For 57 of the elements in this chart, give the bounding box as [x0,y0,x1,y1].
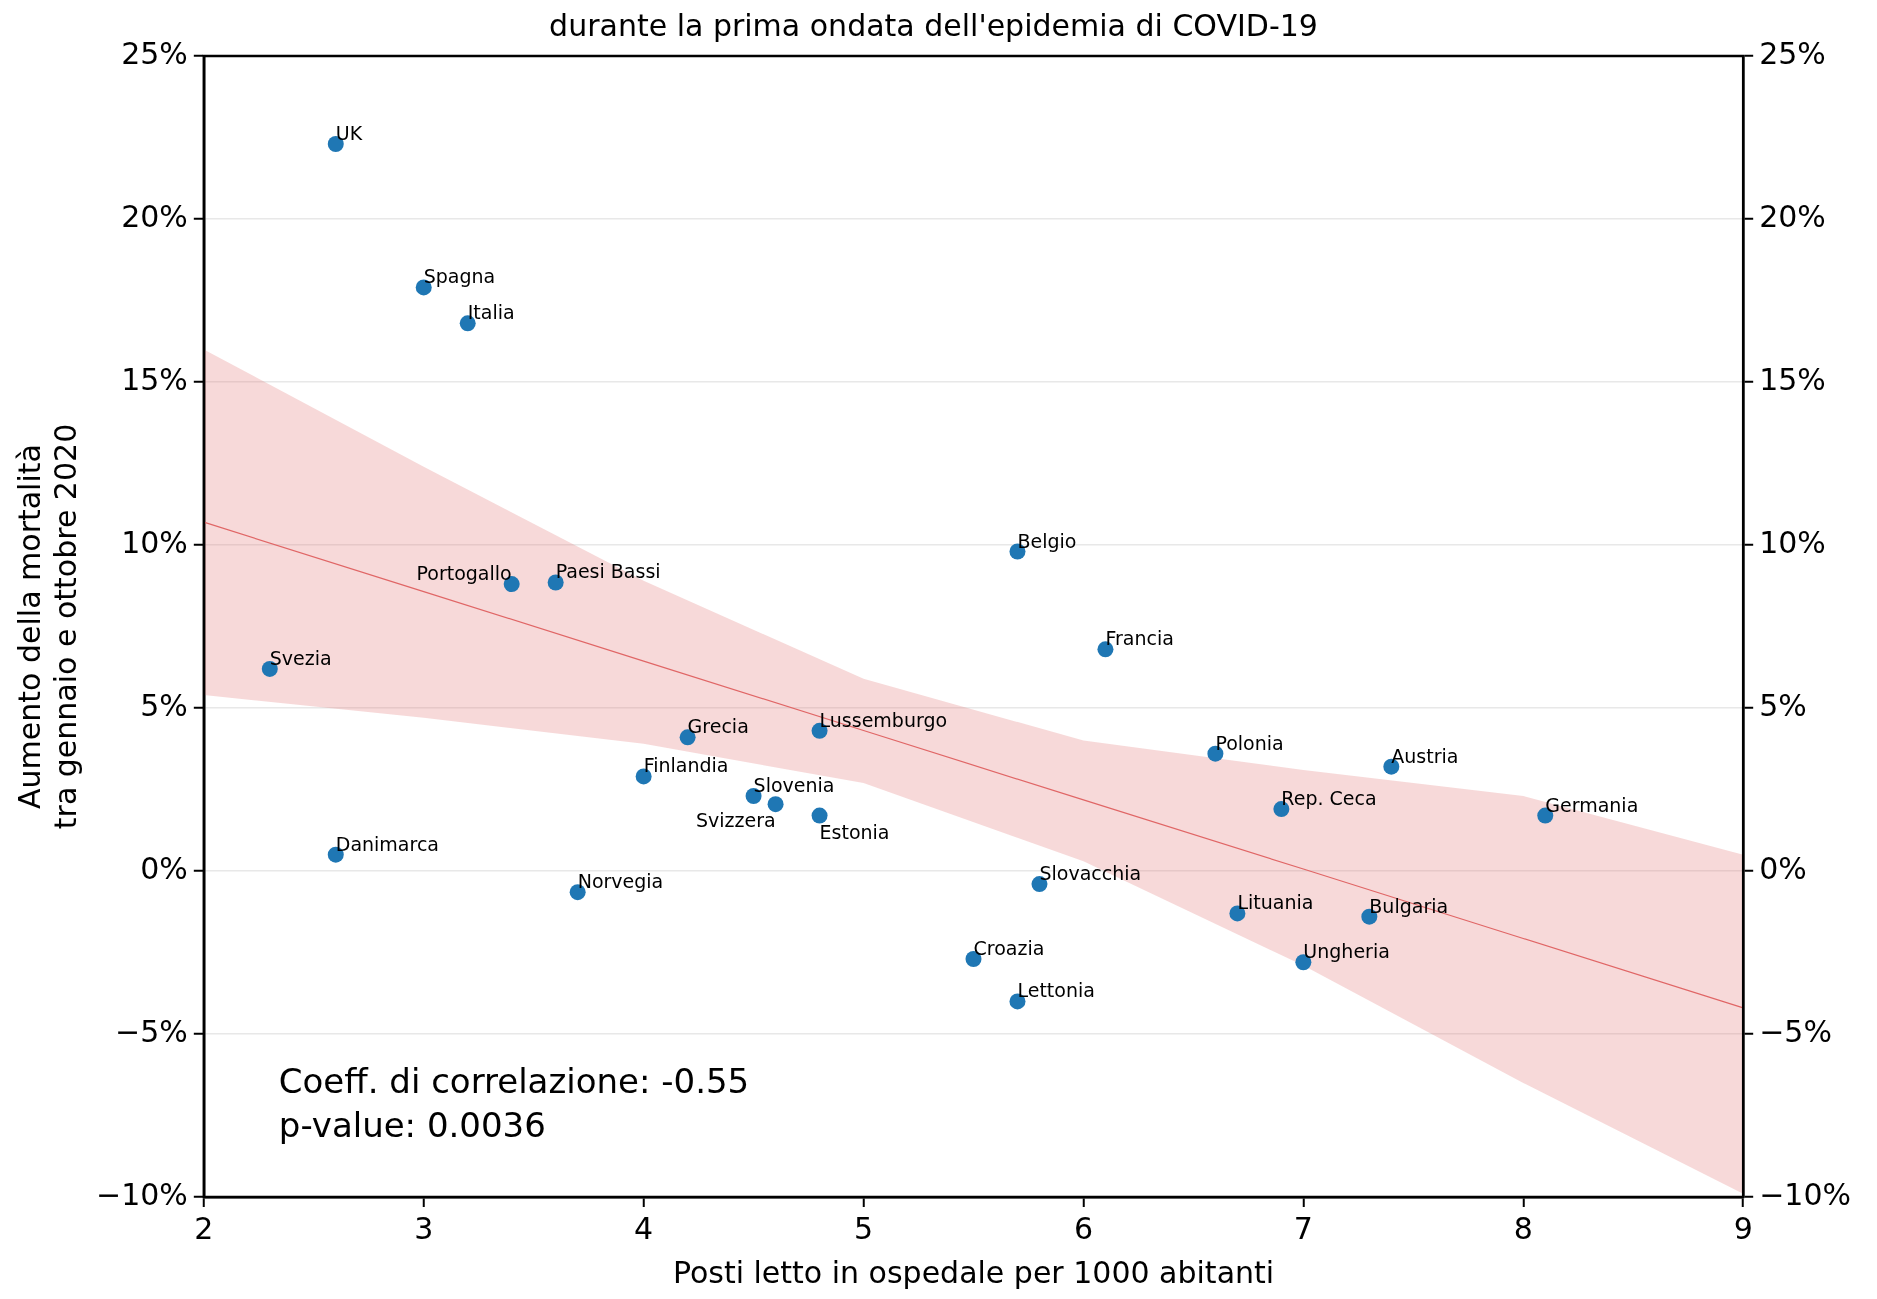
annotation: Slovacchia [1039,862,1142,885]
annotation: p-value: 0.0036 [278,1105,546,1145]
annotation: Finlandia [643,754,729,777]
x-tick-label: 6 [1073,1210,1093,1246]
x-axis-title: Posti letto in ospedale per 1000 abitanti [672,1254,1275,1290]
x-tick-label: 9 [1733,1210,1753,1246]
annotation: Bulgaria [1369,894,1449,917]
y-axis-title: Aumento della mortalità tra gennaio e ottobre 2020 [11,423,83,830]
annotation: Estonia [819,820,890,843]
y2-tick-label: −10% [1759,1176,1852,1212]
annotation: Coeff. di correlazione: -0.55 [278,1061,750,1101]
annotation: Francia [1105,627,1174,650]
annotation: Lettonia [1017,979,1095,1002]
annotation: Croazia [973,937,1045,960]
annotation: Lussemburgo [819,708,948,731]
y2-tick-label: −5% [1759,1013,1832,1049]
y2-tick-label: 15% [1759,361,1826,397]
x-tick-label: 3 [414,1210,434,1246]
point [767,796,784,813]
x-tick-label: 8 [1513,1210,1533,1246]
x-tick-label: 7 [1293,1210,1313,1246]
annotation: Ungheria [1303,940,1390,963]
y2-tick-label: 0% [1759,850,1807,886]
chart-title: durante la prima ondata dell'epidemia di COVID-19 [549,7,1318,43]
annotation: Danimarca [335,832,439,855]
annotation: Austria [1391,744,1459,767]
annotation: Portogallo [416,562,512,585]
annotation: UK [335,122,363,145]
y-tick-label: 15% [121,361,188,397]
y-tick-label: 10% [121,524,188,560]
annotation: Paesi Bassi [555,560,661,583]
y2-tick-label: 10% [1759,524,1826,560]
annotation: Rep. Ceca [1281,787,1377,810]
annotation: Italia [467,301,515,324]
y-tick-label: 0% [140,850,188,886]
y2-tick-label: 20% [1759,198,1826,234]
y-tick-label: 20% [121,198,188,234]
y-tick-label: −5% [115,1013,188,1049]
y2-tick-label: 5% [1759,687,1807,723]
point [811,807,828,824]
x-tick-label: 4 [634,1210,654,1246]
x-tick-label: 2 [194,1210,214,1246]
y-tick-label: 25% [121,35,188,71]
annotation: Norvegia [577,870,664,893]
y2-tick-label: 25% [1759,35,1826,71]
y-tick-label: −10% [95,1176,188,1212]
annotation: Grecia [687,715,749,738]
annotation: Germania [1545,793,1639,816]
annotation: Belgio [1017,529,1077,552]
annotation: Lituania [1237,891,1314,914]
x-tick-label: 5 [854,1210,874,1246]
annotation: Svezia [269,646,332,669]
y-tick-label: 5% [140,687,188,723]
annotation: Polonia [1215,731,1284,754]
annotation: Slovenia [753,774,835,797]
annotation: Spagna [423,265,496,288]
annotation: Svizzera [695,809,776,832]
